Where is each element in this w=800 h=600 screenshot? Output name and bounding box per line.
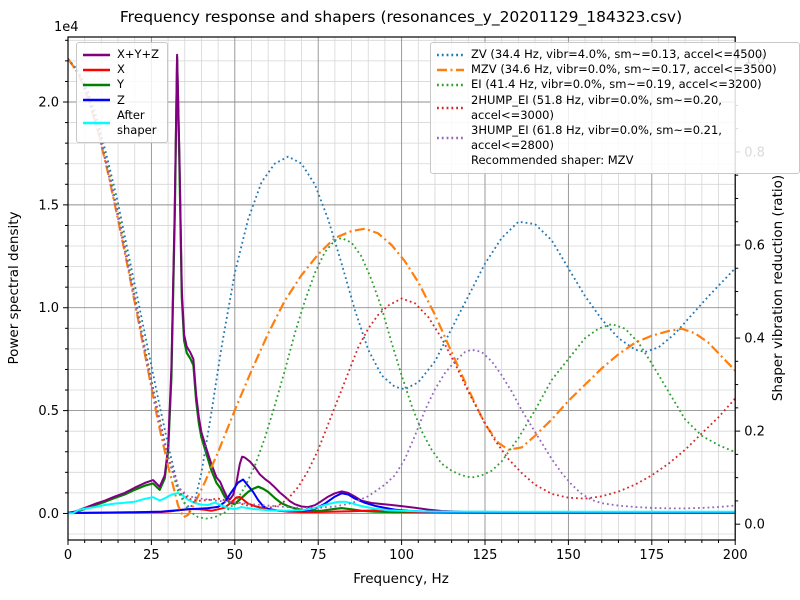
y-left-tick-label: 1.5 — [38, 198, 59, 213]
legend-shapers: ZV (34.4 Hz, vibr=4.0%, sm~=0.13, accel<… — [430, 42, 800, 174]
legend-data-series: X+Y+Z X Y Z After shaper — [76, 42, 169, 144]
y-axis-left-label: Power spectral density — [6, 211, 22, 365]
y-left-tick-label: 1.0 — [38, 301, 59, 316]
curve-after — [68, 491, 736, 515]
tick-labels: 0 25 50 75 100 125 150 175 200 0.0 0.5 1.0 1.5 2.0 0.0… — [38, 52, 765, 563]
x-tick-label: 25 — [143, 548, 160, 563]
y-left-tick-label: 0.0 — [38, 507, 59, 522]
legend-label: MZV (34.6 Hz, vibr=0.0%, sm~=0.17, accel… — [471, 62, 777, 77]
legend-label: After shaper — [117, 107, 157, 138]
legend-item-mzv: MZV (34.6 Hz, vibr=0.0%, sm~=0.17, accel… — [437, 62, 791, 77]
x-tick-label: 50 — [227, 548, 244, 563]
xyz-line-swatch — [83, 53, 110, 57]
y-line-swatch — [83, 83, 110, 87]
zv-line-swatch — [437, 53, 464, 57]
legend-label: Z — [117, 92, 125, 107]
legend-item-hump2: 2HUMP_EI (51.8 Hz, vibr=0.0%, sm~=0.20, … — [437, 93, 791, 123]
recommended-shaper-text: Recommended shaper: MZV — [471, 153, 634, 168]
curve-mzv — [68, 58, 736, 519]
legend-label: EI (41.4 Hz, vibr=0.0%, sm~=0.19, accel<… — [471, 77, 762, 92]
after-line-swatch — [83, 121, 110, 125]
y-axis-multiplier: 1e4 — [54, 20, 79, 35]
x-tick-label: 75 — [310, 548, 327, 563]
legend-item-z: Z — [83, 93, 159, 108]
curve-xyz — [68, 53, 736, 514]
ei-line-swatch — [437, 83, 464, 87]
curve-zv — [68, 58, 736, 509]
y-left-tick-label: 2.0 — [38, 96, 59, 111]
x-tick-label: 200 — [723, 548, 748, 563]
legend-label: 3HUMP_EI (61.8 Hz, vibr=0.0%, sm~=0.21, … — [471, 123, 722, 153]
hump2-line-swatch — [437, 106, 464, 110]
tick-marks — [63, 39, 741, 545]
x-line-swatch — [83, 68, 110, 72]
y-right-tick-label: 0.4 — [744, 332, 765, 347]
series-shapers — [68, 58, 736, 520]
hump3-line-swatch — [437, 136, 464, 140]
legend-item-after: After shaper — [83, 108, 159, 138]
y-right-tick-label: 0.2 — [744, 425, 765, 440]
curve-hump3 — [68, 58, 736, 510]
legend-item-x: X — [83, 62, 159, 77]
legend-label: X+Y+Z — [117, 47, 160, 61]
legend-item-y: Y — [83, 77, 159, 92]
legend-item-xyz: X+Y+Z — [83, 47, 159, 62]
legend-label: X — [117, 62, 125, 77]
x-tick-label: 0 — [64, 548, 72, 563]
series-solid — [68, 53, 736, 515]
y-left-tick-label: 0.5 — [38, 404, 59, 419]
curve-y — [68, 56, 736, 515]
legend-item-zv: ZV (34.4 Hz, vibr=4.0%, sm~=0.13, accel<… — [437, 47, 791, 62]
legend-label: Y — [117, 77, 125, 92]
x-tick-label: 100 — [389, 548, 414, 563]
z-line-swatch — [83, 98, 110, 102]
y-right-tick-label: 0.6 — [744, 238, 765, 253]
y-right-tick-label: 0.0 — [744, 518, 765, 533]
x-tick-label: 150 — [556, 548, 581, 563]
legend-item-hump3: 3HUMP_EI (61.8 Hz, vibr=0.0%, sm~=0.21, … — [437, 123, 791, 153]
x-axis-label: Frequency, Hz — [353, 571, 449, 587]
y-axis-right-label: Shaper vibration reduction (ratio) — [770, 174, 786, 402]
mzv-line-swatch — [437, 68, 464, 72]
x-tick-label: 125 — [473, 548, 498, 563]
chart-title: Frequency response and shapers (resonanc… — [119, 8, 683, 26]
legend-recommendation: Recommended shaper: MZV — [437, 153, 791, 168]
legend-label: 2HUMP_EI (51.8 Hz, vibr=0.0%, sm~=0.20, … — [471, 92, 722, 122]
legend-item-ei: EI (41.4 Hz, vibr=0.0%, sm~=0.19, accel<… — [437, 77, 791, 92]
legend-label: ZV (34.4 Hz, vibr=4.0%, sm~=0.13, accel<… — [471, 47, 767, 61]
x-tick-label: 175 — [639, 548, 664, 563]
